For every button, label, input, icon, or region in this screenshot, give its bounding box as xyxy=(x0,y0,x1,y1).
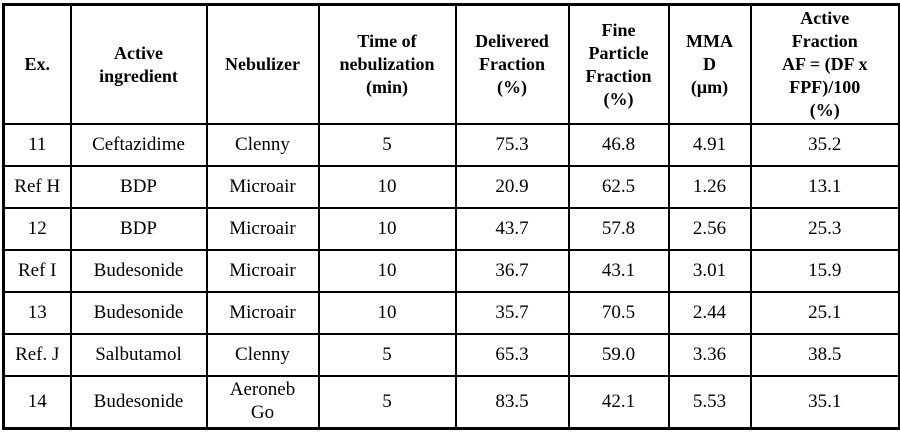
header-cell-nebulizer: Nebulizer xyxy=(205,3,320,126)
cell-delivered-fraction: 35.7 xyxy=(454,291,570,336)
cell-ex: Ref. J xyxy=(2,333,72,378)
cell-time-of-nebulization: 10 xyxy=(317,249,457,294)
cell-active-fraction: 25.3 xyxy=(749,207,900,252)
header-cell-time-of-nebulization: Time of nebulization (min) xyxy=(317,3,457,126)
table-row: 14 Budesonide Aeroneb Go 5 83.5 42.1 5.5… xyxy=(2,375,900,430)
cell-mmad: 2.44 xyxy=(667,291,752,336)
cell-time-of-nebulization: 5 xyxy=(317,375,457,430)
table-row: Ref. J Salbutamol Clenny 5 65.3 59.0 3.3… xyxy=(2,333,900,378)
cell-active-ingredient: Salbutamol xyxy=(69,333,208,378)
cell-delivered-fraction: 36.7 xyxy=(454,249,570,294)
cell-mmad: 5.53 xyxy=(667,375,752,430)
cell-fine-particle-fraction: 70.5 xyxy=(567,291,670,336)
cell-active-fraction: 13.1 xyxy=(749,165,900,210)
cell-delivered-fraction: 43.7 xyxy=(454,207,570,252)
cell-delivered-fraction: 20.9 xyxy=(454,165,570,210)
cell-time-of-nebulization: 10 xyxy=(317,165,457,210)
cell-active-ingredient: Budesonide xyxy=(69,375,208,430)
cell-active-ingredient: Budesonide xyxy=(69,291,208,336)
header-cell-ex: Ex. xyxy=(2,3,72,126)
header-cell-delivered-fraction: Delivered Fraction (%) xyxy=(454,3,570,126)
cell-active-fraction: 38.5 xyxy=(749,333,900,378)
cell-mmad: 3.36 xyxy=(667,333,752,378)
table-row: 11 Ceftazidime Clenny 5 75.3 46.8 4.91 3… xyxy=(2,123,900,168)
cell-nebulizer: Microair xyxy=(205,207,320,252)
table-header-row: Ex. Active ingredient Nebulizer Time of … xyxy=(2,3,900,126)
cell-delivered-fraction: 83.5 xyxy=(454,375,570,430)
cell-time-of-nebulization: 10 xyxy=(317,207,457,252)
cell-nebulizer: Microair xyxy=(205,291,320,336)
cell-nebulizer: Microair xyxy=(205,249,320,294)
cell-ex: 11 xyxy=(2,123,72,168)
cell-fine-particle-fraction: 57.8 xyxy=(567,207,670,252)
header-cell-active-ingredient: Active ingredient xyxy=(69,3,208,126)
cell-active-fraction: 15.9 xyxy=(749,249,900,294)
header-cell-active-fraction: Active Fraction AF = (DF x FPF)/100 (%) xyxy=(749,3,900,126)
cell-ex: Ref I xyxy=(2,249,72,294)
nebulization-results-table: Ex. Active ingredient Nebulizer Time of … xyxy=(2,3,900,430)
cell-mmad: 2.56 xyxy=(667,207,752,252)
cell-mmad: 3.01 xyxy=(667,249,752,294)
cell-ex: 14 xyxy=(2,375,72,430)
cell-nebulizer: Aeroneb Go xyxy=(205,375,320,430)
table-row: 12 BDP Microair 10 43.7 57.8 2.56 25.3 xyxy=(2,207,900,252)
cell-nebulizer: Microair xyxy=(205,165,320,210)
cell-mmad: 4.91 xyxy=(667,123,752,168)
cell-active-fraction: 25.1 xyxy=(749,291,900,336)
cell-active-ingredient: Budesonide xyxy=(69,249,208,294)
cell-ex: 12 xyxy=(2,207,72,252)
header-cell-fine-particle-fraction: Fine Particle Fraction (%) xyxy=(567,3,670,126)
header-cell-mmad: MMA D (µm) xyxy=(667,3,752,126)
cell-ex: Ref H xyxy=(2,165,72,210)
cell-active-ingredient: BDP xyxy=(69,207,208,252)
cell-fine-particle-fraction: 46.8 xyxy=(567,123,670,168)
cell-ex: 13 xyxy=(2,291,72,336)
cell-nebulizer: Clenny xyxy=(205,333,320,378)
cell-active-ingredient: Ceftazidime xyxy=(69,123,208,168)
cell-time-of-nebulization: 5 xyxy=(317,123,457,168)
cell-fine-particle-fraction: 62.5 xyxy=(567,165,670,210)
cell-fine-particle-fraction: 59.0 xyxy=(567,333,670,378)
cell-delivered-fraction: 75.3 xyxy=(454,123,570,168)
cell-active-ingredient: BDP xyxy=(69,165,208,210)
table-row: Ref H BDP Microair 10 20.9 62.5 1.26 13.… xyxy=(2,165,900,210)
cell-nebulizer: Clenny xyxy=(205,123,320,168)
table-row: 13 Budesonide Microair 10 35.7 70.5 2.44… xyxy=(2,291,900,336)
cell-active-fraction: 35.1 xyxy=(749,375,900,430)
cell-mmad: 1.26 xyxy=(667,165,752,210)
cell-time-of-nebulization: 10 xyxy=(317,291,457,336)
cell-time-of-nebulization: 5 xyxy=(317,333,457,378)
table-row: Ref I Budesonide Microair 10 36.7 43.1 3… xyxy=(2,249,900,294)
cell-fine-particle-fraction: 43.1 xyxy=(567,249,670,294)
cell-delivered-fraction: 65.3 xyxy=(454,333,570,378)
cell-fine-particle-fraction: 42.1 xyxy=(567,375,670,430)
cell-active-fraction: 35.2 xyxy=(749,123,900,168)
